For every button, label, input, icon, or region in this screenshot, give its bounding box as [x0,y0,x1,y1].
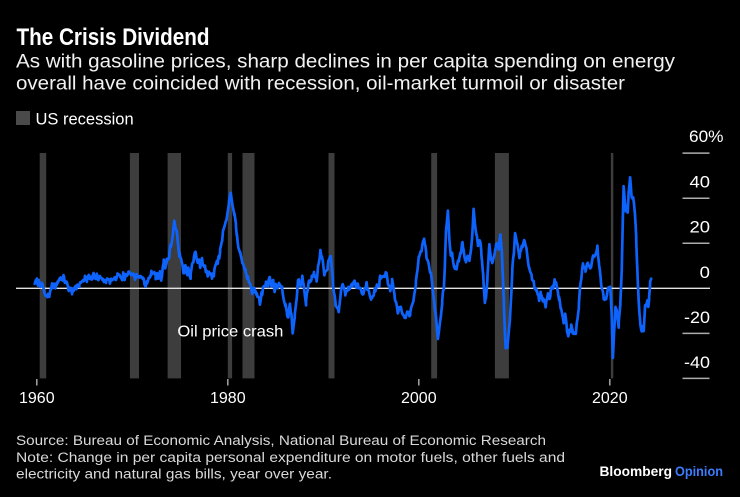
svg-text:1980: 1980 [210,390,246,407]
svg-text:Opinion: Opinion [675,464,723,479]
svg-text:1960: 1960 [19,390,55,407]
svg-text:US recession: US recession [36,111,134,129]
svg-text:Oil price crash: Oil price crash [177,323,283,340]
svg-text:2020: 2020 [592,390,628,407]
svg-text:20: 20 [690,219,711,237]
svg-text:2000: 2000 [401,390,437,407]
svg-text:The Crisis Dividend: The Crisis Dividend [17,24,210,51]
svg-text:60%: 60% [689,128,724,146]
svg-text:Bloomberg: Bloomberg [600,464,673,479]
svg-text:-40: -40 [684,354,710,372]
svg-text:0: 0 [700,264,710,282]
svg-text:electricity and natural gas bi: electricity and natural gas bills, year … [16,467,332,483]
svg-text:As with gasoline prices, sharp: As with gasoline prices, sharp declines … [16,51,675,73]
svg-text:Source: Bureau of Economic Ana: Source: Bureau of Economic Analysis, Nat… [16,433,546,449]
svg-text:overall have coincided with re: overall have coincided with recession, o… [16,73,626,95]
svg-text:40: 40 [690,174,711,192]
svg-text:Note: Change in per capita per: Note: Change in per capita personal expe… [16,450,565,466]
svg-text:-20: -20 [684,309,710,327]
